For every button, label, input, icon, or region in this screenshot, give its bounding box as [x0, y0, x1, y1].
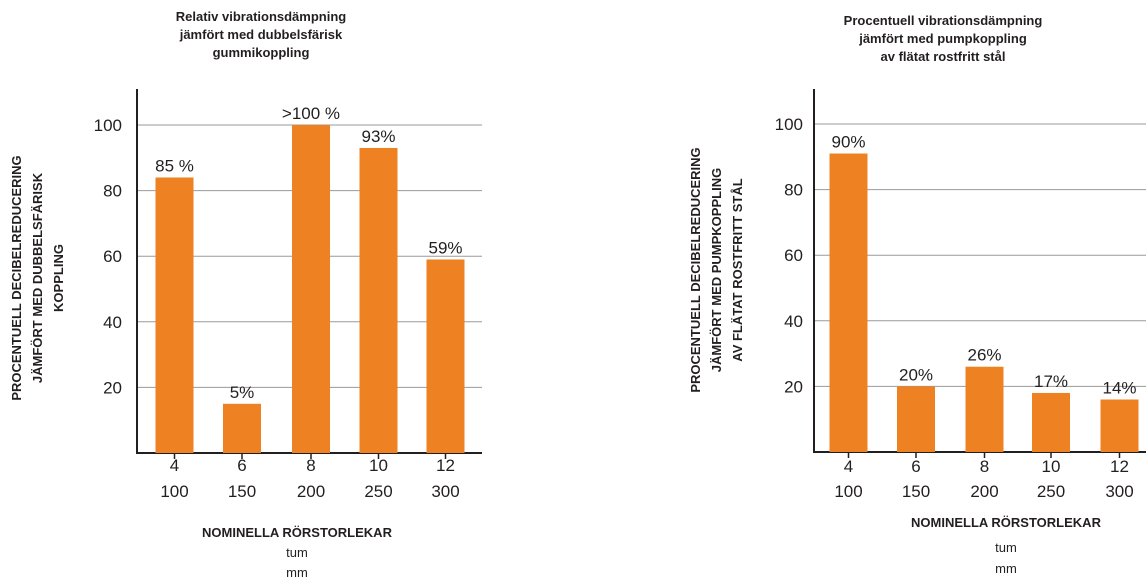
x-tick-label-mm: 250	[1037, 482, 1065, 501]
bar	[965, 366, 1004, 452]
x-tick-label-inch: 8	[306, 456, 315, 475]
chart-title-line: jämfört med dubbelsfärisk	[179, 27, 343, 42]
y-axis-label-line: JÄMFÖRT MED DUBBELSFÄRISK	[30, 172, 45, 383]
y-axis-label-line: PROCENTUELL DECIBELREDUCERING	[9, 155, 24, 400]
x-tick-label-mm: 200	[297, 482, 325, 501]
data-label: 93%	[361, 127, 395, 146]
bar	[426, 259, 465, 453]
chart-2: Procentuell vibrationsdämpning jämfört me…	[688, 13, 1146, 576]
x-tick-label-mm: 250	[364, 482, 392, 501]
x-tick-label-mm: 150	[902, 482, 930, 501]
data-label: 85 %	[155, 156, 194, 175]
y-tick-label: 80	[784, 181, 803, 200]
y-axis-label-line: JÄMFÖRT MED PUMPKOPPLING	[709, 168, 724, 372]
bar	[1032, 392, 1070, 452]
x-axis-label: NOMINELLA RÖRSTORLEKAR	[202, 525, 393, 540]
x-axis-label: NOMINELLA RÖRSTORLEKAR	[911, 515, 1102, 530]
y-axis-label-line: KOPPLING	[51, 244, 66, 312]
x-tick-label-inch: 10	[1042, 457, 1061, 476]
chart-title-line: Relativ vibrationsdämpning	[176, 9, 347, 24]
x-axis-unit-label: tum	[995, 540, 1017, 555]
data-label: 14%	[1102, 379, 1136, 398]
bar	[829, 153, 868, 452]
x-tick-label-inch: 4	[170, 456, 179, 475]
y-tick-label: 80	[103, 182, 122, 201]
bar	[897, 386, 935, 452]
y-tick-label: 20	[103, 378, 122, 397]
chart-title-line: Procentuell vibrationsdämpning	[844, 13, 1043, 28]
bar	[292, 125, 330, 453]
x-tick-label-inch: 12	[436, 456, 455, 475]
y-tick-label: 20	[784, 377, 803, 396]
y-tick-label: 40	[784, 312, 803, 331]
chart-title-line: av flätat rostfritt stål	[881, 49, 1006, 64]
y-tick-label: 100	[94, 116, 122, 135]
x-tick-label-mm: 100	[834, 482, 862, 501]
data-label: 59%	[428, 238, 462, 257]
y-axis-label-line: AV FLÄTAT ROSTFRITT STÅL	[730, 178, 745, 361]
chart-title-line: jämfört med pumpkoppling	[858, 31, 1027, 46]
y-tick-label: 60	[784, 246, 803, 265]
bar	[359, 147, 398, 453]
bar	[1100, 399, 1139, 452]
x-tick-label-inch: 6	[911, 457, 920, 476]
y-tick-label: 100	[775, 115, 803, 134]
data-label: 5%	[230, 383, 255, 402]
bar	[223, 403, 261, 453]
data-label: 90%	[831, 133, 865, 152]
x-axis-unit-label: mm	[995, 561, 1017, 576]
y-tick-label: 60	[103, 247, 122, 266]
chart-1: Relativ vibrationsdämpning jämfört med du…	[9, 9, 482, 580]
x-axis-unit-label: tum	[286, 545, 308, 560]
data-label: 17%	[1034, 372, 1068, 391]
x-axis-unit-label: mm	[286, 565, 308, 580]
data-label: 20%	[899, 365, 933, 384]
data-label: 26%	[967, 346, 1001, 365]
data-label: >100 %	[282, 104, 340, 123]
x-tick-label-mm: 100	[160, 482, 188, 501]
x-tick-label-inch: 6	[237, 456, 246, 475]
bar	[155, 177, 194, 454]
x-tick-label-mm: 200	[970, 482, 998, 501]
x-tick-label-inch: 10	[369, 456, 388, 475]
x-tick-label-mm: 300	[1105, 482, 1133, 501]
x-tick-label-mm: 300	[431, 482, 459, 501]
x-tick-label-inch: 8	[980, 457, 989, 476]
x-tick-label-inch: 12	[1110, 457, 1129, 476]
x-tick-label-mm: 150	[228, 482, 256, 501]
x-tick-label-inch: 4	[844, 457, 853, 476]
y-tick-label: 40	[103, 313, 122, 332]
y-axis-label-line: PROCENTUELL DECIBELREDUCERING	[688, 147, 703, 392]
chart-title-line: gummikoppling	[213, 45, 310, 60]
